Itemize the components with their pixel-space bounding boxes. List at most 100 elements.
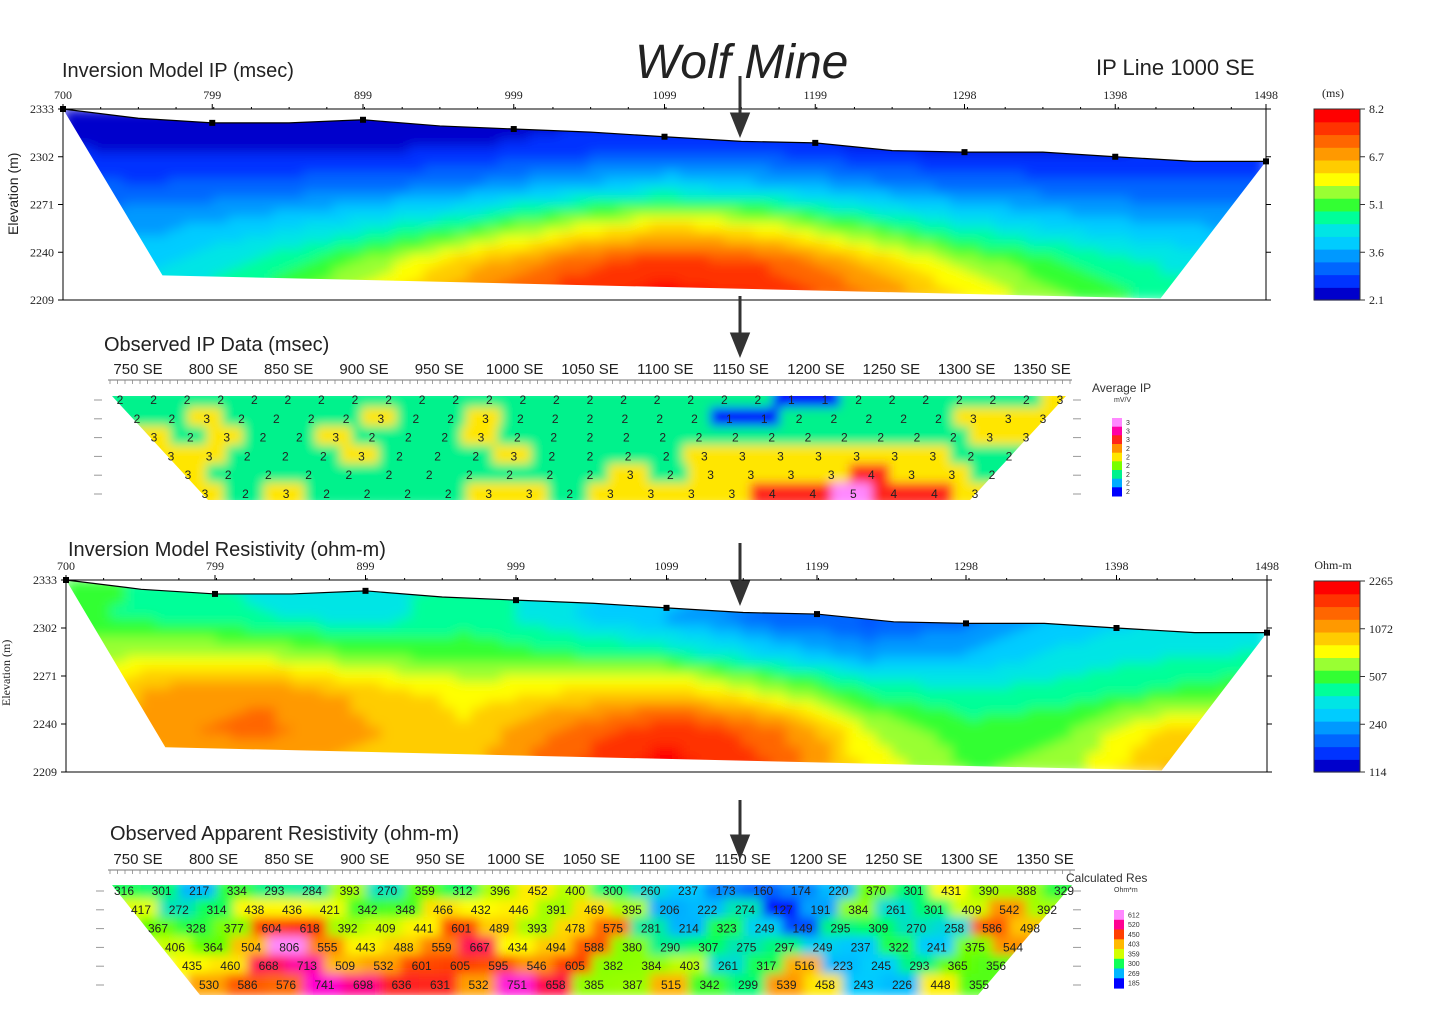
model-cell xyxy=(996,630,1013,639)
model-cell xyxy=(350,624,367,632)
model-cell xyxy=(288,242,305,250)
model-cell xyxy=(906,592,923,600)
model-cell xyxy=(185,720,202,728)
pseudo-value: 2 xyxy=(796,412,803,426)
model-cell xyxy=(348,254,365,263)
model-cell xyxy=(185,605,202,613)
model-cell xyxy=(423,280,440,288)
model-cell xyxy=(964,134,981,142)
model-cell xyxy=(1131,707,1148,715)
model-cell xyxy=(831,637,848,645)
model-cell xyxy=(200,617,217,626)
model-cell xyxy=(618,293,635,299)
pseudo-value: 2 xyxy=(587,393,594,407)
model-cell xyxy=(633,121,650,129)
model-cell xyxy=(438,197,455,205)
model-cell xyxy=(844,248,861,256)
model-cell xyxy=(1221,585,1238,594)
model-cell xyxy=(1191,707,1208,715)
model-cell xyxy=(934,223,951,231)
model-cell xyxy=(63,248,79,256)
model-cell xyxy=(964,216,981,225)
model-cell xyxy=(801,688,818,696)
colorbar-swatch xyxy=(1314,109,1360,123)
model-cell xyxy=(964,204,981,212)
model-cell xyxy=(694,261,711,269)
model-cell xyxy=(1115,242,1132,250)
model-cell xyxy=(1055,121,1071,129)
model-cell xyxy=(1146,726,1163,735)
model-cell xyxy=(1205,153,1222,161)
model-cell xyxy=(588,216,605,225)
pseudo-cell xyxy=(569,445,612,468)
model-cell xyxy=(575,726,592,735)
model-cell xyxy=(769,210,786,218)
model-cell xyxy=(696,580,712,587)
model-cell xyxy=(889,127,906,135)
model-cell xyxy=(769,172,786,180)
model-cell xyxy=(1191,713,1208,722)
model-cell xyxy=(197,204,214,212)
model-cell xyxy=(1191,598,1208,607)
model-cell xyxy=(846,720,863,728)
model-cell xyxy=(1009,248,1026,256)
model-cell xyxy=(874,109,891,116)
model-cell xyxy=(288,254,305,263)
model-cell xyxy=(1100,109,1117,116)
model-cell xyxy=(515,713,532,722)
pseudo-value: 3 xyxy=(986,431,993,445)
model-cell xyxy=(288,216,305,225)
model-cell xyxy=(122,242,139,250)
model-cell xyxy=(636,688,652,696)
model-cell xyxy=(1236,720,1253,728)
model-cell xyxy=(318,134,335,142)
model-cell xyxy=(726,656,742,664)
model-cell xyxy=(498,140,515,148)
model-cell xyxy=(711,643,727,651)
pseudo-value: 2 xyxy=(273,412,280,426)
model-cell xyxy=(664,165,680,174)
model-cell xyxy=(185,580,202,587)
model-cell xyxy=(621,617,637,626)
model-cell xyxy=(453,153,470,161)
model-cell xyxy=(621,688,637,696)
model-cell xyxy=(786,585,803,594)
model-cell xyxy=(1131,662,1148,671)
model-cell xyxy=(1220,121,1237,129)
model-cell xyxy=(290,688,307,696)
model-cell xyxy=(919,261,936,269)
model-cell xyxy=(1161,656,1178,664)
model-cell xyxy=(410,688,427,696)
model-cell xyxy=(739,204,756,212)
model-cell xyxy=(470,713,487,722)
model-cell xyxy=(80,617,97,626)
pseudo-value: 2 xyxy=(323,487,330,501)
model-cell xyxy=(425,580,442,587)
model-cell xyxy=(769,254,786,263)
model-cell xyxy=(125,580,142,587)
model-cell xyxy=(200,643,217,651)
model-cell xyxy=(1011,611,1028,619)
model-cell xyxy=(528,114,545,123)
model-cell xyxy=(799,204,816,212)
model-cell xyxy=(483,229,500,237)
model-cell xyxy=(305,580,322,587)
model-cell xyxy=(558,146,575,155)
model-cell xyxy=(575,592,592,600)
model-cell xyxy=(1056,611,1073,619)
model-cell xyxy=(380,611,397,619)
model-cell xyxy=(468,127,485,135)
model-cell xyxy=(1176,598,1193,607)
model-cell xyxy=(513,191,530,199)
model-cell xyxy=(649,178,665,186)
model-cell xyxy=(814,121,831,129)
model-cell xyxy=(137,223,154,231)
model-cell xyxy=(290,681,307,690)
model-cell xyxy=(588,254,605,263)
model-cell xyxy=(949,197,966,205)
model-cell xyxy=(242,204,259,212)
model-cell xyxy=(1235,153,1252,161)
model-cell xyxy=(167,261,184,269)
model-cell xyxy=(318,223,335,231)
model-cell xyxy=(1175,229,1192,237)
